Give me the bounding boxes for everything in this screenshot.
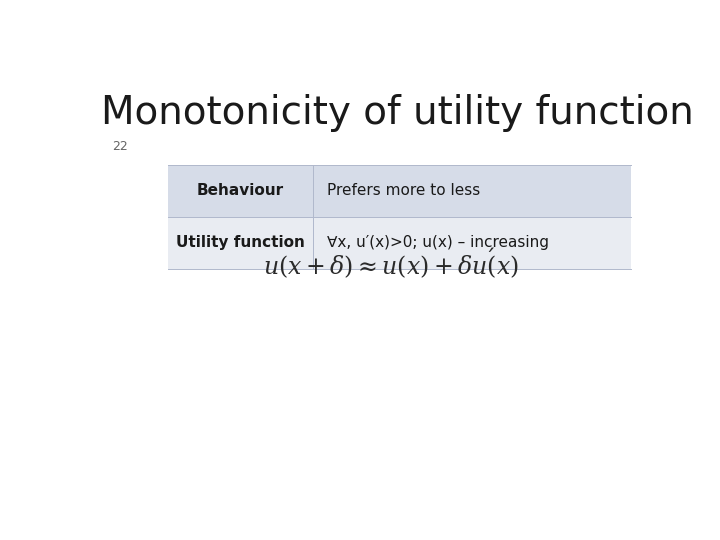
Text: Utility function: Utility function bbox=[176, 235, 305, 250]
Text: 22: 22 bbox=[112, 140, 128, 153]
Text: ∀x, u′(x)>0; u(x) – increasing: ∀x, u′(x)>0; u(x) – increasing bbox=[327, 235, 549, 250]
FancyBboxPatch shape bbox=[168, 217, 631, 268]
Text: Monotonicity of utility function: Monotonicity of utility function bbox=[101, 94, 693, 132]
Text: Prefers more to less: Prefers more to less bbox=[327, 183, 480, 198]
Text: $u(x+\delta) \approx u(x) + \delta u\'(x)$: $u(x+\delta) \approx u(x) + \delta u\'(x… bbox=[264, 247, 519, 281]
FancyBboxPatch shape bbox=[168, 165, 631, 217]
Text: Behaviour: Behaviour bbox=[197, 183, 284, 198]
